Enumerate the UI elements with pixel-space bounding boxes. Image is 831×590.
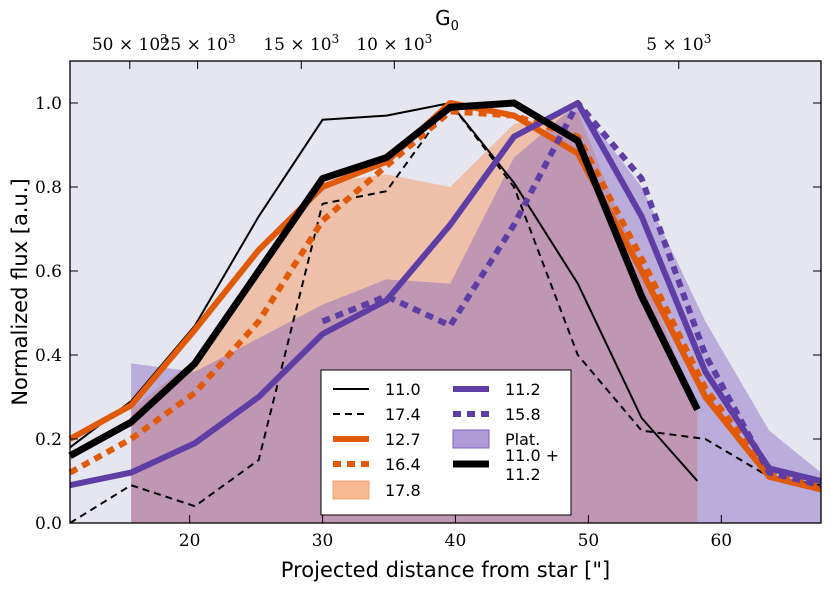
legend-label: 11.0 bbox=[385, 380, 421, 399]
top-tick-label: 25 × 103 bbox=[160, 32, 236, 55]
lines-layer bbox=[68, 99, 822, 524]
top-tick-label: 10 × 103 bbox=[356, 32, 432, 55]
top-tick-label: 15 × 103 bbox=[263, 32, 339, 55]
x-tick-label: 40 bbox=[445, 531, 467, 551]
legend-label: Plat. bbox=[505, 430, 540, 449]
x-tick-label: 20 bbox=[179, 531, 201, 551]
x-axis-label: Projected distance from star ["] bbox=[281, 558, 610, 582]
top-axis-label: G0 bbox=[435, 6, 459, 34]
top-tick-label: 50 × 103 bbox=[92, 32, 168, 55]
series-line-11.011.2 bbox=[68, 99, 701, 459]
legend-label: 11.2 bbox=[505, 465, 541, 484]
legend-label: 15.8 bbox=[505, 405, 541, 424]
y-axis-label: Normalized flux [a.u.] bbox=[8, 178, 32, 405]
series-line-11.2 bbox=[69, 100, 822, 489]
legend-key-17.8 bbox=[332, 480, 370, 500]
y-tick-label: 0.0 bbox=[35, 514, 62, 534]
y-tick-label: 0.8 bbox=[35, 178, 62, 198]
fill-area-Plat. bbox=[131, 103, 822, 523]
top-tick-label: 5 × 103 bbox=[646, 32, 711, 55]
y-tick-label: 0.6 bbox=[35, 262, 62, 282]
y-tick-label: 0.2 bbox=[35, 430, 62, 450]
x-tick-label: 50 bbox=[578, 531, 600, 551]
legend-label: 17.8 bbox=[385, 481, 421, 500]
legend-label: 11.0 + bbox=[505, 446, 559, 465]
series-line-16.4 bbox=[68, 108, 822, 489]
series-line-15.8 bbox=[321, 100, 822, 489]
legend-key-Plat. bbox=[452, 429, 490, 449]
legend-label: 16.4 bbox=[385, 455, 421, 474]
axes-frame bbox=[69, 60, 822, 524]
y-tick-label: 0.4 bbox=[35, 346, 62, 366]
x-tick-label: 60 bbox=[710, 531, 732, 551]
legend-label: 17.4 bbox=[385, 405, 421, 424]
series-line-17.4 bbox=[69, 102, 822, 524]
series-line-12.7 bbox=[68, 100, 822, 493]
y-tick-label: 1.0 bbox=[35, 94, 62, 114]
legend-label: 12.7 bbox=[385, 430, 421, 449]
legend-label: 11.2 bbox=[505, 380, 541, 399]
x-tick-label: 30 bbox=[312, 531, 334, 551]
